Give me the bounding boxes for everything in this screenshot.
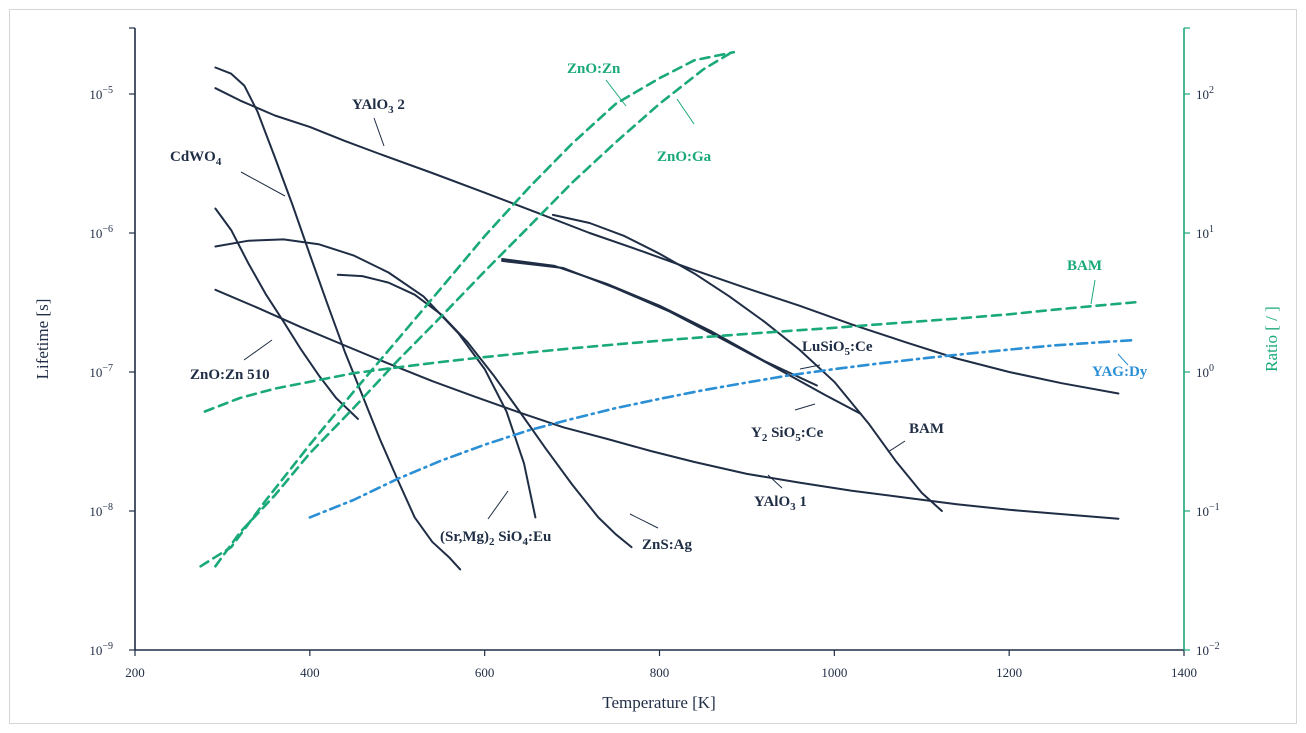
x-tick-label: 800 (650, 665, 670, 680)
leader-line (487, 490, 509, 520)
x-tick-label: 200 (125, 665, 145, 680)
series-label-zno_zn: ZnO:Zn (567, 61, 621, 77)
series-label-sr_mg: (Sr,Mg)2 SiO4:Eu (440, 529, 551, 548)
y-tick-label: 101 (1196, 224, 1214, 241)
label-leader-lines (240, 79, 1129, 529)
y-tick-label: 10−1 (1196, 502, 1220, 519)
y-tick-label: 10−5 (89, 85, 113, 102)
x-tick-label: 400 (300, 665, 320, 680)
series-line-curve-7 (501, 258, 818, 387)
series-label-zno_zn510: ZnO:Zn 510 (190, 367, 270, 383)
series-line-zno_zn510 (214, 207, 359, 420)
series-label-bam_life: BAM (909, 421, 944, 437)
x-ticks: 200 400 600 800 1000 1200 1400 (125, 650, 1197, 680)
series-label-yag_dy: YAG:Dy (1092, 364, 1148, 380)
series-label-yalo3_2: YAlO3 2 (352, 97, 405, 116)
series-line-curve-6 (551, 213, 943, 512)
series-line-curve-4 (214, 288, 1120, 520)
y-tick-label: 10−8 (89, 502, 113, 519)
x-tick-label: 1200 (996, 665, 1022, 680)
series-label-y2sio5: Y2 SiO5:Ce (751, 425, 824, 444)
y-axis-title: Lifetime [s] (33, 299, 52, 380)
series-line-bam_ratio (203, 300, 1142, 413)
series-line-zno_zn (199, 50, 736, 568)
series-line-curve-5 (336, 273, 633, 549)
y2-axis-title: Ratio [ / ] (1262, 306, 1281, 372)
series-line-yag_dy (308, 338, 1138, 519)
series-label-yalo3_1: YAlO3 1 (754, 494, 807, 513)
y-tick-label: 102 (1196, 85, 1214, 102)
y-tick-label: 10−9 (89, 641, 113, 658)
series-line-zno_ga (214, 52, 731, 568)
leader-line (1117, 353, 1129, 366)
series-label-zns_ag: ZnS:Ag (642, 537, 693, 553)
series-line-curve-3 (214, 238, 537, 519)
y2-ticks: 10−2 10−1 100 101 102 (1184, 27, 1220, 658)
y-tick-label: 100 (1196, 363, 1214, 380)
leader-line (605, 79, 627, 107)
x-tick-label: 1400 (1171, 665, 1197, 680)
leader-line (1090, 279, 1096, 305)
series-labels: YAlO3 2 CdWO4 ZnO:Zn 510 (Sr,Mg)2 SiO4:Eu Zn… (170, 61, 1148, 553)
series-line-curve-8 (501, 259, 862, 415)
leader-line (799, 364, 821, 370)
y-tick-label: 10−7 (89, 363, 113, 380)
chart-frame (9, 9, 1297, 724)
series-line-cdwo4 (214, 66, 462, 571)
leader-line (373, 117, 385, 147)
x-axis-title: Temperature [K] (602, 693, 716, 712)
series-label-bam_ratio: BAM (1067, 258, 1102, 274)
leader-line (887, 440, 906, 453)
leader-line (676, 98, 695, 125)
leader-line (629, 513, 659, 529)
leader-line (767, 474, 783, 489)
series-label-lusio5: LuSiO5:Ce (802, 339, 873, 358)
y-tick-label: 10−6 (89, 224, 113, 241)
series-layer (199, 50, 1142, 571)
series-label-cdwo4: CdWO4 (170, 149, 222, 168)
x-tick-label: 1000 (821, 665, 847, 680)
x-tick-label: 600 (475, 665, 495, 680)
y-tick-label: 10−2 (1196, 641, 1220, 658)
y-ticks: 10−9 10−8 10−7 10−6 10−5 (89, 27, 135, 658)
leader-line (794, 403, 816, 411)
leader-line (240, 171, 286, 197)
leader-line (243, 339, 273, 361)
series-label-zno_ga: ZnO:Ga (657, 149, 712, 165)
